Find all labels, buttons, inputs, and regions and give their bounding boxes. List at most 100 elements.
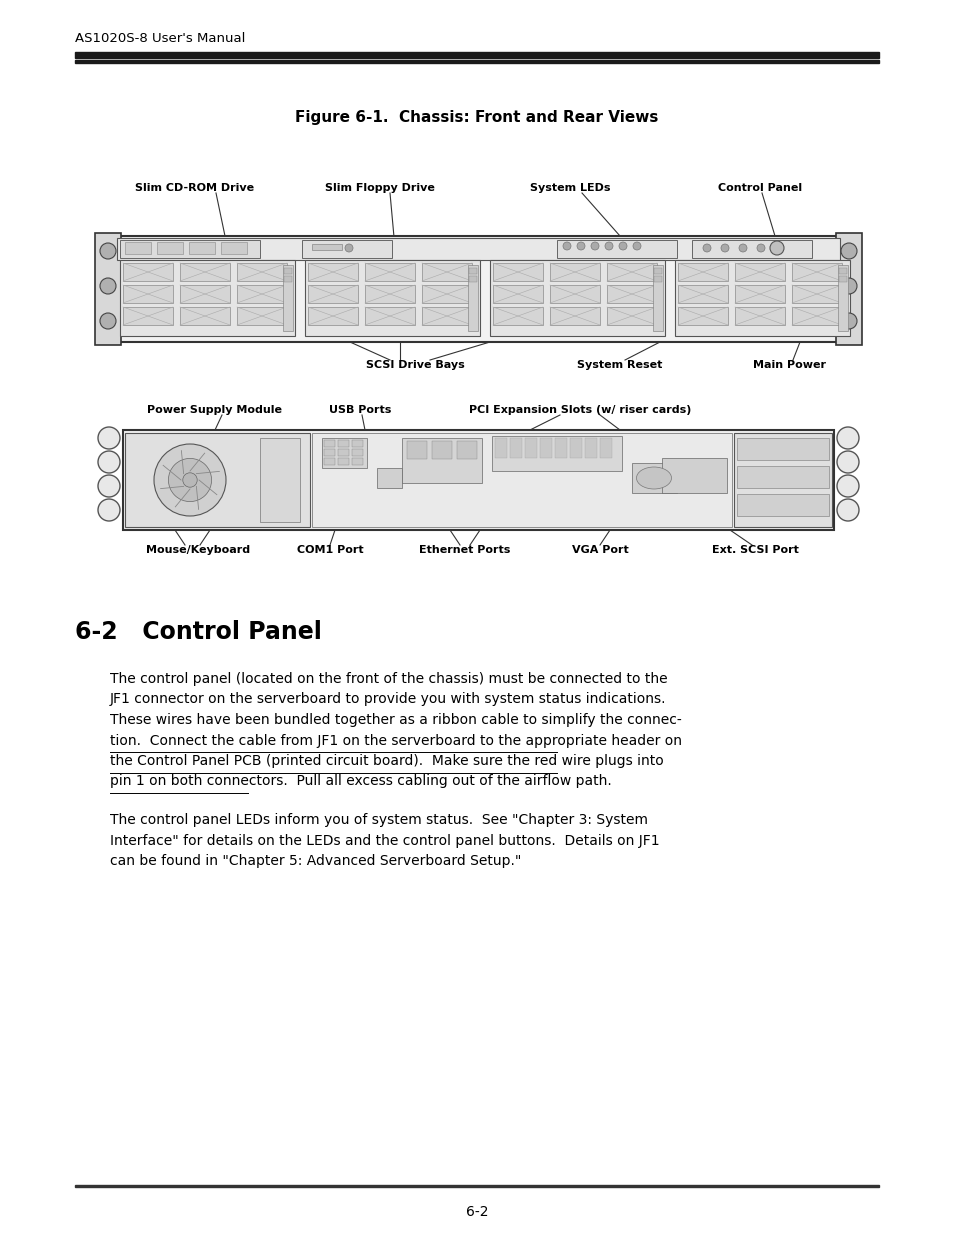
- Bar: [584, 438, 597, 458]
- Bar: [791, 263, 841, 282]
- Bar: [493, 308, 542, 325]
- Bar: [469, 268, 476, 274]
- Bar: [510, 438, 521, 458]
- Bar: [550, 285, 599, 303]
- Bar: [123, 308, 172, 325]
- Bar: [352, 458, 363, 466]
- Bar: [337, 440, 349, 447]
- Bar: [432, 441, 452, 459]
- Bar: [493, 263, 542, 282]
- Circle shape: [720, 245, 728, 252]
- Bar: [189, 242, 214, 254]
- Bar: [236, 308, 287, 325]
- Circle shape: [739, 245, 746, 252]
- Text: Mouse/Keyboard: Mouse/Keyboard: [146, 545, 250, 555]
- Bar: [376, 468, 401, 488]
- Circle shape: [169, 458, 212, 501]
- Bar: [469, 275, 476, 282]
- Bar: [737, 466, 828, 488]
- Bar: [493, 285, 542, 303]
- Bar: [75, 52, 878, 58]
- Text: PCI Expansion Slots (w/ riser cards): PCI Expansion Slots (w/ riser cards): [468, 405, 691, 415]
- Circle shape: [769, 241, 783, 254]
- Circle shape: [98, 475, 120, 496]
- Bar: [260, 438, 299, 522]
- Bar: [733, 433, 831, 527]
- Bar: [283, 266, 293, 331]
- Circle shape: [183, 473, 197, 487]
- Bar: [691, 240, 811, 258]
- Circle shape: [757, 245, 764, 252]
- Bar: [835, 233, 862, 345]
- Bar: [555, 438, 566, 458]
- Bar: [791, 308, 841, 325]
- Bar: [284, 275, 292, 282]
- Bar: [125, 433, 310, 527]
- Circle shape: [98, 451, 120, 473]
- Bar: [539, 438, 552, 458]
- Text: Power Supply Module: Power Supply Module: [148, 405, 282, 415]
- Bar: [838, 268, 846, 274]
- Text: VGA Port: VGA Port: [571, 545, 628, 555]
- Circle shape: [562, 242, 571, 249]
- Bar: [550, 308, 599, 325]
- Text: The control panel LEDs inform you of system status.  See "Chapter 3: System: The control panel LEDs inform you of sys…: [110, 813, 647, 827]
- Bar: [734, 308, 784, 325]
- Circle shape: [618, 242, 626, 249]
- Bar: [599, 438, 612, 458]
- Bar: [352, 450, 363, 456]
- Bar: [95, 233, 121, 345]
- Bar: [606, 263, 657, 282]
- Bar: [236, 285, 287, 303]
- Bar: [337, 450, 349, 456]
- Circle shape: [633, 242, 640, 249]
- Bar: [495, 438, 506, 458]
- Text: Slim Floppy Drive: Slim Floppy Drive: [325, 183, 435, 193]
- Circle shape: [836, 475, 858, 496]
- Bar: [123, 263, 172, 282]
- Bar: [407, 441, 427, 459]
- Bar: [401, 438, 481, 483]
- Circle shape: [590, 242, 598, 249]
- Text: 6-2: 6-2: [465, 1205, 488, 1219]
- Bar: [125, 242, 151, 254]
- Bar: [661, 458, 726, 493]
- Text: 6-2   Control Panel: 6-2 Control Panel: [75, 620, 321, 643]
- Bar: [180, 263, 230, 282]
- Bar: [606, 285, 657, 303]
- Circle shape: [841, 278, 856, 294]
- Text: The control panel (located on the front of the chassis) must be connected to the: The control panel (located on the front …: [110, 672, 667, 685]
- Bar: [365, 285, 415, 303]
- Bar: [654, 275, 661, 282]
- Bar: [221, 242, 247, 254]
- Circle shape: [841, 243, 856, 259]
- Bar: [117, 236, 840, 342]
- Bar: [305, 261, 479, 336]
- Text: Figure 6-1.  Chassis: Front and Rear Views: Figure 6-1. Chassis: Front and Rear View…: [295, 110, 658, 125]
- Bar: [737, 494, 828, 516]
- Text: COM1 Port: COM1 Port: [296, 545, 363, 555]
- Bar: [678, 285, 727, 303]
- Bar: [837, 266, 847, 331]
- Bar: [75, 1186, 878, 1187]
- Bar: [606, 308, 657, 325]
- Bar: [569, 438, 581, 458]
- Circle shape: [836, 451, 858, 473]
- Circle shape: [836, 499, 858, 521]
- Text: These wires have been bundled together as a ribbon cable to simplify the connec-: These wires have been bundled together a…: [110, 713, 681, 727]
- Circle shape: [100, 312, 116, 329]
- Bar: [557, 240, 677, 258]
- Circle shape: [841, 312, 856, 329]
- Circle shape: [702, 245, 710, 252]
- Bar: [180, 308, 230, 325]
- Bar: [322, 438, 367, 468]
- Bar: [284, 268, 292, 274]
- Circle shape: [100, 243, 116, 259]
- Circle shape: [577, 242, 584, 249]
- Bar: [324, 458, 335, 466]
- Circle shape: [836, 427, 858, 450]
- Text: AS1020S-8 User's Manual: AS1020S-8 User's Manual: [75, 32, 245, 44]
- Bar: [631, 463, 677, 493]
- Bar: [123, 430, 833, 530]
- Bar: [180, 285, 230, 303]
